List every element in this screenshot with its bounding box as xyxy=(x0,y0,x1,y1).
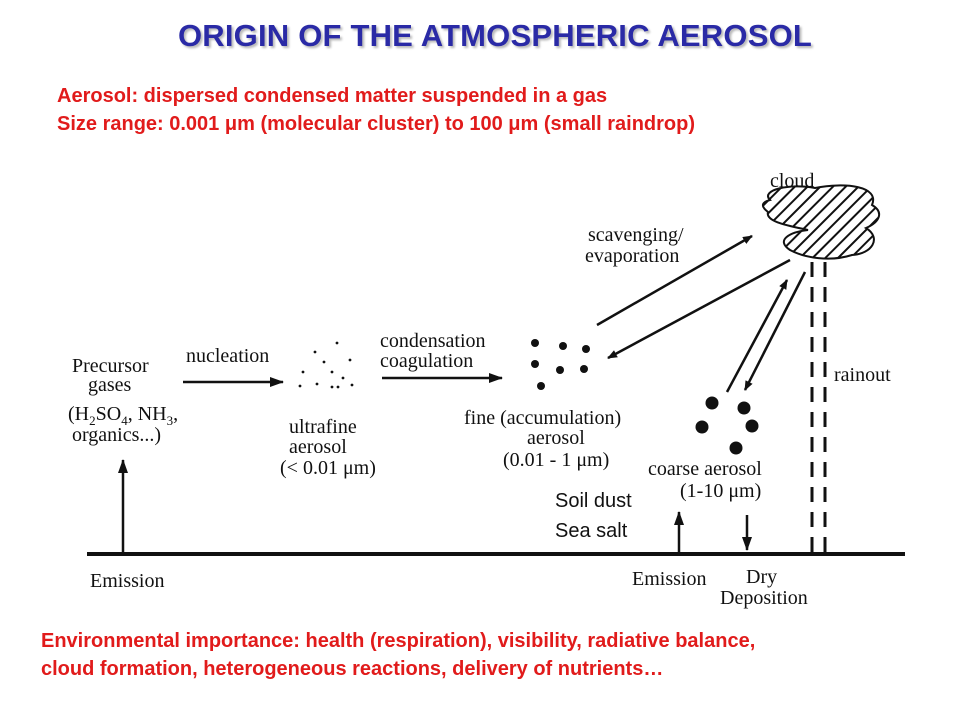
precursor-organics: organics...) xyxy=(72,424,161,446)
scavenging-arrow xyxy=(596,234,753,327)
cloud-icon xyxy=(762,184,881,260)
coagulation-label: coagulation xyxy=(380,350,473,372)
precursor-formula: (H2SO4, NH3, xyxy=(68,403,178,428)
coarse-scavenging-arrow xyxy=(725,279,789,393)
soil-dust-label: Soil dust xyxy=(555,490,632,512)
precursor-label: Precursor xyxy=(72,355,149,377)
condensation-label: condensation xyxy=(380,330,486,352)
importance-line-1: Environmental importance: health (respir… xyxy=(41,630,756,652)
ultrafine-label: ultrafine xyxy=(289,416,357,438)
ultrafine-aerosol-label: aerosol xyxy=(289,436,347,458)
ultrafine-size-label: (< 0.01 μm) xyxy=(280,457,376,479)
importance-line-2: cloud formation, heterogeneous reactions… xyxy=(41,658,664,680)
sea-salt-label: Sea salt xyxy=(555,520,628,542)
coarse-size-label: (1-10 μm) xyxy=(680,480,761,502)
coarse-particles xyxy=(695,396,759,455)
page-title: ORIGIN OF THE ATMOSPHERIC AEROSOL xyxy=(177,18,813,53)
aerosol-definition: Aerosol: dispersed condensed matter susp… xyxy=(57,85,608,107)
fine-label: fine (accumulation) xyxy=(464,407,621,429)
emission-right-label: Emission xyxy=(632,568,706,590)
dry-label: Dry xyxy=(746,566,777,588)
evaporation-label: evaporation xyxy=(585,245,679,267)
coarse-label: coarse aerosol xyxy=(648,458,762,480)
evaporation-arrow xyxy=(607,258,791,360)
fine-size-label: (0.01 - 1 μm) xyxy=(503,449,609,471)
fine-particles xyxy=(531,339,590,390)
emission-left-label: Emission xyxy=(90,570,164,592)
precursor-gases-label: gases xyxy=(88,374,132,396)
ultrafine-particles xyxy=(298,341,354,389)
deposition-label: Deposition xyxy=(720,587,808,609)
nucleation-label: nucleation xyxy=(186,345,269,367)
cloud-label: cloud xyxy=(770,170,814,192)
fine-aerosol-label: aerosol xyxy=(527,427,585,449)
coarse-evaporation-arrow xyxy=(743,271,807,391)
size-range: Size range: 0.001 μm (molecular cluster)… xyxy=(57,113,696,135)
scavenging-label: scavenging/ xyxy=(588,224,684,246)
rainout-label: rainout xyxy=(834,364,891,386)
